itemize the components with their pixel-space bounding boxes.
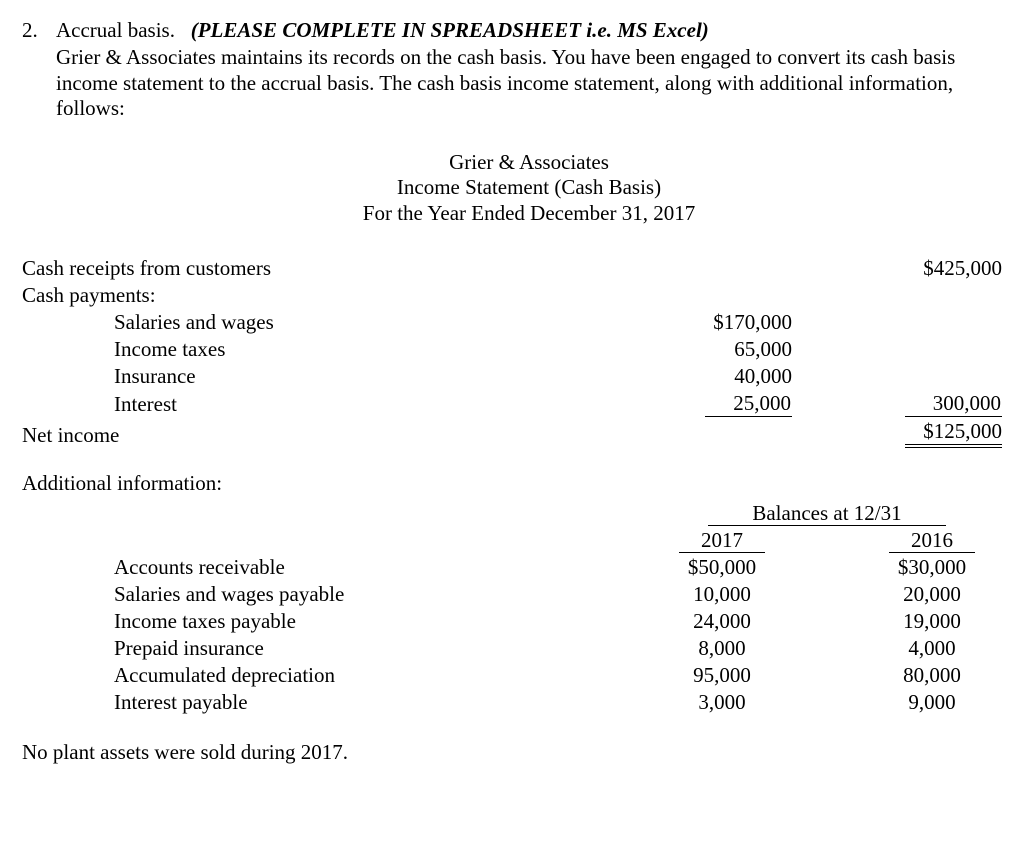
line-item-label: Salaries and wages — [22, 309, 652, 336]
table-row: Prepaid insurance 8,000 4,000 — [22, 635, 1002, 662]
balance-y1: 8,000 — [652, 635, 792, 662]
receipts-amount: $425,000 — [862, 255, 1002, 282]
balances-table: Balances at 12/31 2017 2016 Accounts rec… — [22, 500, 1002, 716]
table-row: Accumulated depreciation 95,000 80,000 — [22, 662, 1002, 689]
title-emphasis: (PLEASE COMPLETE IN SPREADSHEET i.e. MS … — [191, 18, 709, 42]
statement-title: Income Statement (Cash Basis) — [56, 175, 1002, 201]
table-row: Cash receipts from customers $425,000 — [22, 255, 1002, 282]
balance-y2: 19,000 — [862, 608, 1002, 635]
balance-y2: 80,000 — [862, 662, 1002, 689]
table-row: Balances at 12/31 — [22, 500, 1002, 527]
balance-y2: $30,000 — [862, 554, 1002, 581]
question-body: Accrual basis. (PLEASE COMPLETE IN SPREA… — [56, 18, 1002, 227]
line-item-amount: 40,000 — [652, 363, 792, 390]
line-item-amount: 25,000 — [705, 391, 792, 417]
table-row: Interest 25,000 300,000 — [22, 390, 1002, 418]
table-row: Salaries and wages $170,000 — [22, 309, 1002, 336]
statement-period: For the Year Ended December 31, 2017 — [56, 201, 1002, 227]
balance-y1: 3,000 — [652, 689, 792, 716]
year-header-2: 2016 — [889, 528, 975, 553]
title-plain: Accrual basis. — [56, 18, 175, 42]
cash-basis-table: Cash receipts from customers $425,000 Ca… — [22, 255, 1002, 449]
net-income-label: Net income — [22, 418, 652, 449]
table-row: Net income $125,000 — [22, 418, 1002, 449]
table-row: Insurance 40,000 — [22, 363, 1002, 390]
balance-label: Accounts receivable — [22, 554, 652, 581]
table-row: Cash payments: — [22, 282, 1002, 309]
receipts-label: Cash receipts from customers — [22, 255, 652, 282]
footnote: No plant assets were sold during 2017. — [22, 740, 1002, 765]
table-row: Income taxes payable 24,000 19,000 — [22, 608, 1002, 635]
question-paragraph: Grier & Associates maintains its records… — [56, 45, 1002, 122]
table-row: Income taxes 65,000 — [22, 336, 1002, 363]
question-title-line: Accrual basis. (PLEASE COMPLETE IN SPREA… — [56, 18, 1002, 43]
line-item-label: Insurance — [22, 363, 652, 390]
balance-y1: 10,000 — [652, 581, 792, 608]
balance-label: Prepaid insurance — [22, 635, 652, 662]
net-income-amount: $125,000 — [905, 419, 1002, 448]
company-name: Grier & Associates — [56, 150, 1002, 176]
balance-label: Salaries and wages payable — [22, 581, 652, 608]
balance-label: Interest payable — [22, 689, 652, 716]
table-row: Interest payable 3,000 9,000 — [22, 689, 1002, 716]
question-number: 2. — [22, 18, 56, 43]
balance-label: Accumulated depreciation — [22, 662, 652, 689]
balance-y1: 95,000 — [652, 662, 792, 689]
balance-y2: 9,000 — [862, 689, 1002, 716]
payments-label: Cash payments: — [22, 282, 652, 309]
payments-total: 300,000 — [905, 391, 1002, 417]
additional-info-heading: Additional information: — [22, 471, 1002, 496]
balance-label: Income taxes payable — [22, 608, 652, 635]
line-item-label: Interest — [22, 390, 652, 418]
balance-y1: 24,000 — [652, 608, 792, 635]
line-item-label: Income taxes — [22, 336, 652, 363]
year-header-1: 2017 — [679, 528, 765, 553]
balance-y2: 4,000 — [862, 635, 1002, 662]
line-item-amount: 65,000 — [652, 336, 792, 363]
balance-y2: 20,000 — [862, 581, 1002, 608]
table-row: 2017 2016 — [22, 527, 1002, 554]
balance-y1: $50,000 — [652, 554, 792, 581]
question-block: 2. Accrual basis. (PLEASE COMPLETE IN SP… — [22, 18, 1002, 227]
line-item-amount: $170,000 — [652, 309, 792, 336]
balances-header: Balances at 12/31 — [708, 501, 945, 526]
statement-header: Grier & Associates Income Statement (Cas… — [56, 150, 1002, 227]
table-row: Accounts receivable $50,000 $30,000 — [22, 554, 1002, 581]
table-row: Salaries and wages payable 10,000 20,000 — [22, 581, 1002, 608]
